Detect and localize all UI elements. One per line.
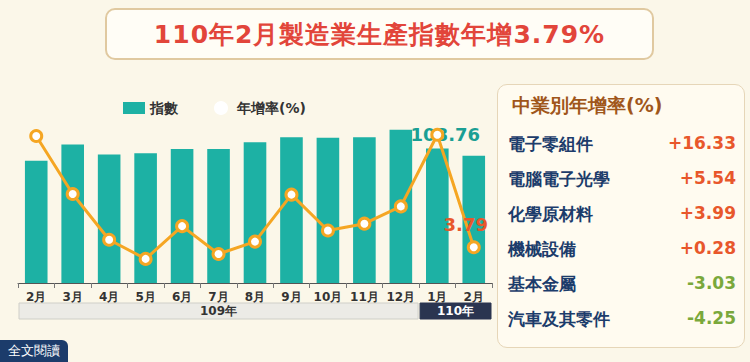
html-text:+16.33: +16.33 <box>668 133 736 153</box>
html-text:汽車及其零件: 汽車及其零件 <box>508 309 610 329</box>
svg-text:1月: 1月 <box>427 290 447 304</box>
svg-text:3.79: 3.79 <box>444 214 488 235</box>
html-text:基本金屬: 基本金屬 <box>508 274 576 294</box>
svg-text:2月: 2月 <box>464 290 484 304</box>
html-text:110年2月製造業生產指數年增3.79%: 110年2月製造業生產指數年增3.79% <box>153 19 606 49</box>
html-text:全文閱讀: 全文閱讀 <box>8 343 60 358</box>
svg-text:2月: 2月 <box>26 290 46 304</box>
svg-text:年增率(%): 年增率(%) <box>236 100 306 116</box>
svg-text:109年: 109年 <box>200 304 237 318</box>
svg-text:3月: 3月 <box>63 290 83 304</box>
html-text:電子零組件: 電子零組件 <box>508 134 593 154</box>
html-text:中業別年增率(%): 中業別年增率(%) <box>512 94 663 116</box>
html-text:+5.54: +5.54 <box>679 168 736 188</box>
svg-text:10月: 10月 <box>314 290 343 304</box>
svg-text:指數: 指數 <box>149 100 179 116</box>
svg-text:7月: 7月 <box>208 290 228 304</box>
html-text:+0.28: +0.28 <box>679 238 736 258</box>
html-text:電腦電子光學: 電腦電子光學 <box>508 169 610 189</box>
svg-text:5月: 5月 <box>135 290 155 304</box>
html-text:機械設備: 機械設備 <box>508 239 576 259</box>
svg-text:110年: 110年 <box>437 304 474 318</box>
svg-text:8月: 8月 <box>245 290 265 304</box>
svg-text:4月: 4月 <box>99 290 119 304</box>
html-text:-4.25: -4.25 <box>687 308 736 328</box>
html-text:化學原材料: 化學原材料 <box>508 204 593 224</box>
svg-text:6月: 6月 <box>172 290 192 304</box>
svg-text:11月: 11月 <box>350 290 379 304</box>
svg-text:12月: 12月 <box>386 290 415 304</box>
html-text:+3.99: +3.99 <box>679 203 736 223</box>
html-text:-3.03: -3.03 <box>687 273 736 293</box>
svg-text:108.76: 108.76 <box>411 124 480 145</box>
svg-text:9月: 9月 <box>281 290 301 304</box>
